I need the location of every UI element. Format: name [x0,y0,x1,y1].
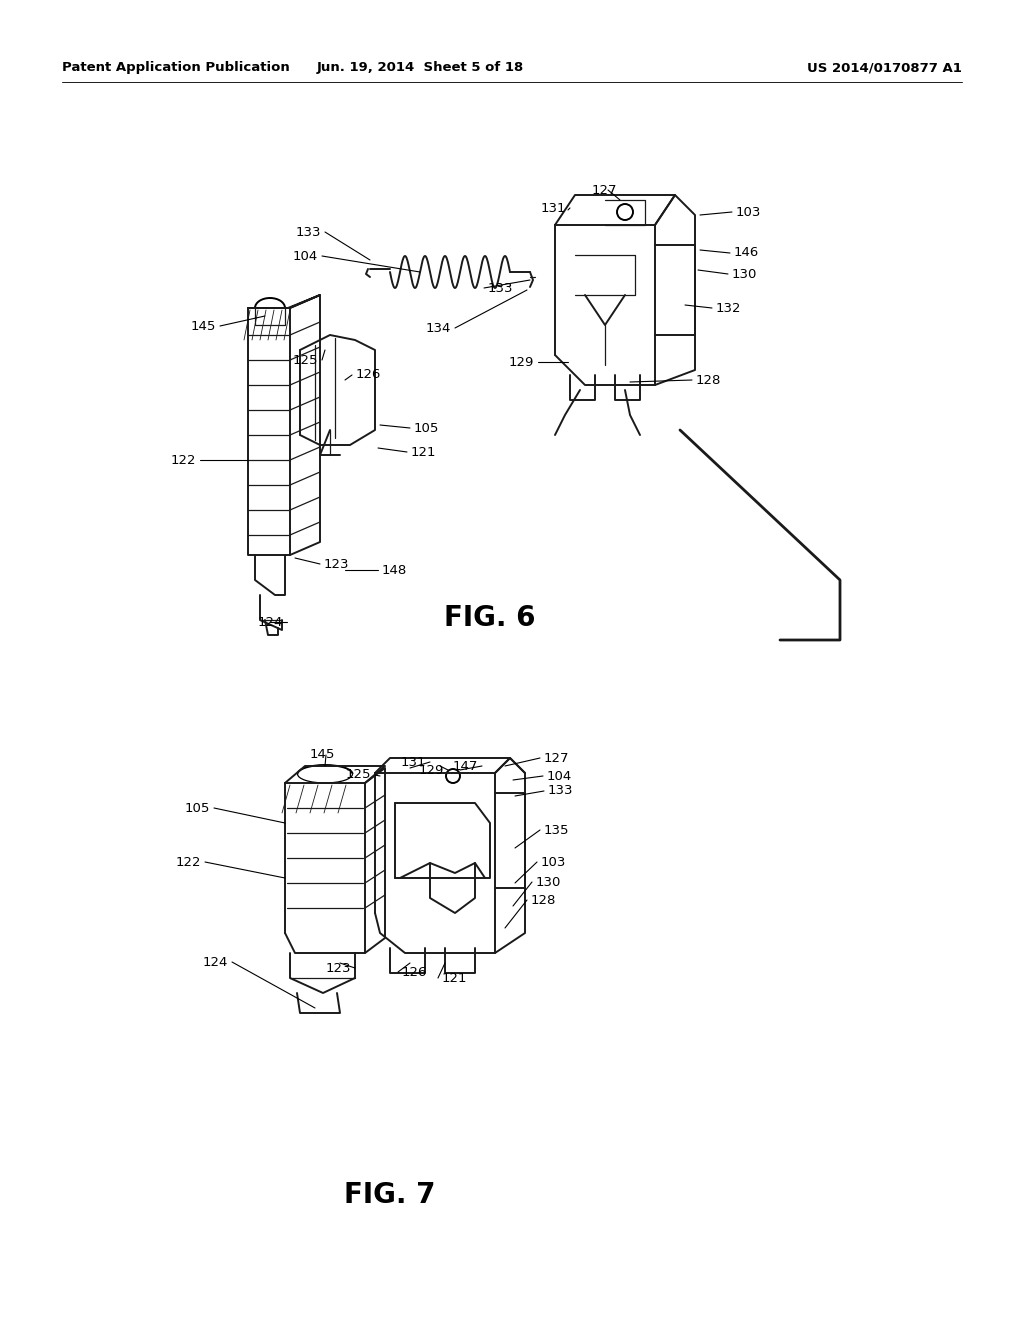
Text: FIG. 7: FIG. 7 [344,1181,436,1209]
Text: 131: 131 [541,202,566,214]
Text: 128: 128 [696,374,721,387]
Text: 128: 128 [531,894,556,907]
Text: 129: 129 [419,763,444,776]
Text: 133: 133 [296,226,321,239]
Text: 104: 104 [547,770,572,783]
Text: 131: 131 [400,755,426,768]
Text: 133: 133 [488,281,513,294]
Text: 126: 126 [356,368,381,381]
Text: 129: 129 [509,355,534,368]
Text: 122: 122 [175,855,201,869]
Text: US 2014/0170877 A1: US 2014/0170877 A1 [807,62,962,74]
Text: 125: 125 [293,354,318,367]
Text: 133: 133 [548,784,573,797]
Text: 125: 125 [345,768,371,781]
Text: 148: 148 [382,564,408,577]
Text: Jun. 19, 2014  Sheet 5 of 18: Jun. 19, 2014 Sheet 5 of 18 [316,62,523,74]
Text: 104: 104 [293,249,318,263]
Text: 105: 105 [414,421,439,434]
Text: 145: 145 [309,748,335,762]
Text: 147: 147 [453,759,478,772]
Text: 127: 127 [544,751,569,764]
Text: 103: 103 [541,855,566,869]
Text: 124: 124 [203,956,228,969]
Text: 105: 105 [184,801,210,814]
Text: 121: 121 [442,972,468,985]
Text: 123: 123 [324,557,349,570]
Text: 135: 135 [544,824,569,837]
Text: 124: 124 [258,615,283,628]
Text: 121: 121 [411,446,436,458]
Text: 122: 122 [171,454,196,466]
Text: 126: 126 [402,965,427,978]
Text: 103: 103 [736,206,762,219]
Text: 127: 127 [591,183,616,197]
Text: 130: 130 [732,268,758,281]
Text: 130: 130 [536,875,561,888]
Text: 134: 134 [426,322,451,334]
Text: 145: 145 [190,319,216,333]
Text: 132: 132 [716,301,741,314]
Text: 146: 146 [734,247,759,260]
Text: Patent Application Publication: Patent Application Publication [62,62,290,74]
Text: 123: 123 [326,961,351,974]
Text: FIG. 6: FIG. 6 [444,605,536,632]
